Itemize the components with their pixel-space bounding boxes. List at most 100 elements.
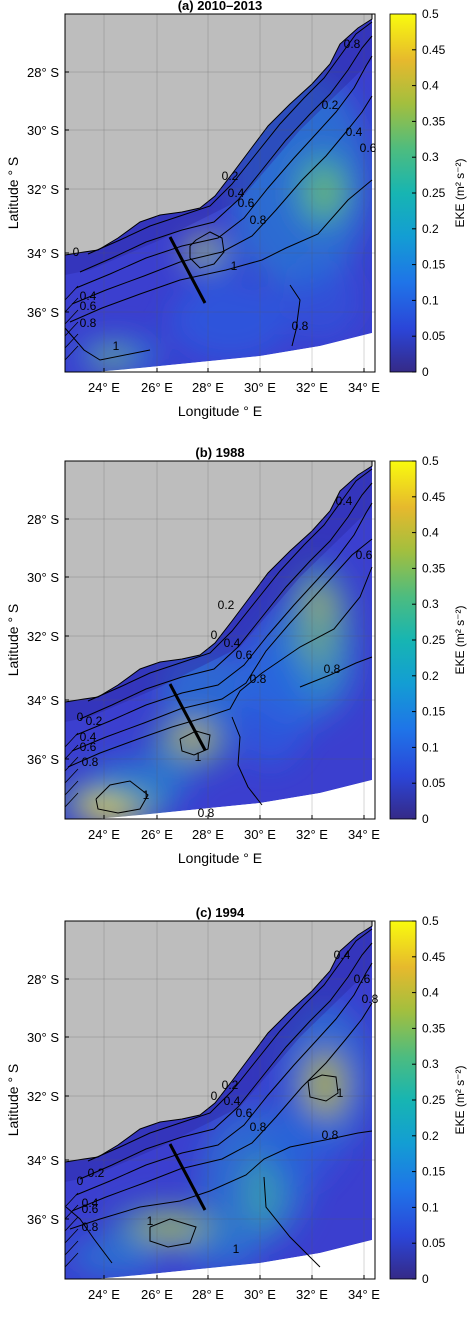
contour-label: 0.8 xyxy=(82,1220,99,1234)
y-axis-label: Latitude ° S xyxy=(5,1064,21,1137)
eke-blob xyxy=(310,170,340,214)
colorbar-tick-label: 0.45 xyxy=(422,490,446,504)
contour-line xyxy=(69,179,373,323)
contour-line xyxy=(87,468,373,702)
contour-label: 0.6 xyxy=(80,299,97,313)
colorbar-tick-label: 0.1 xyxy=(422,1200,439,1214)
contour-line xyxy=(75,55,373,289)
transect-line xyxy=(168,1143,207,1211)
panel-title: (b) 1988 xyxy=(195,447,244,460)
lat-tick-label: 34° S xyxy=(27,246,59,261)
boundary-hatch xyxy=(64,1252,79,1268)
contour-line xyxy=(79,482,373,720)
boundary-hatch xyxy=(64,333,79,349)
contour-label: 0.8 xyxy=(250,1120,267,1134)
boundary-hatch xyxy=(64,780,79,796)
boundary-hatch xyxy=(64,1216,79,1232)
colorbar-tick-label: 0 xyxy=(422,365,429,379)
contour-label: 0.4 xyxy=(80,730,97,744)
contour-label: 0.4 xyxy=(228,186,245,200)
colorbar-tick-label: 0.35 xyxy=(422,561,446,575)
colorbar-tick-label: 0.25 xyxy=(422,186,446,200)
contour-label: 0.8 xyxy=(344,37,361,51)
contour-line xyxy=(64,327,151,361)
panel-title: (c) 1994 xyxy=(196,907,245,920)
map-svg: (a) 2010–20130.20.40.60.80.80.60.40.200.… xyxy=(5,0,467,419)
lat-tick-label: 36° S xyxy=(27,752,59,767)
contour-line xyxy=(69,1130,373,1230)
lon-tick-label: 32° E xyxy=(296,827,328,842)
boundary-hatch xyxy=(64,309,79,325)
x-axis-label: Longitude ° E xyxy=(178,403,262,419)
contour-label: 0.4 xyxy=(336,494,353,508)
contour-label: 0.6 xyxy=(356,548,373,562)
colorbar-tick-label: 0.1 xyxy=(422,740,439,754)
contour-lines xyxy=(64,21,373,361)
colorbar-label: EKE (m² s⁻²) xyxy=(453,1066,467,1135)
contour-line xyxy=(79,942,373,1180)
colorbar-tick-label: 0.15 xyxy=(422,705,446,719)
contour-line xyxy=(75,502,373,736)
colorbar-tick-label: 0.35 xyxy=(422,1021,446,1035)
boundary-hatch xyxy=(64,792,79,808)
contour-label: 0.8 xyxy=(250,213,267,227)
eke-blob xyxy=(70,1237,160,1277)
contour-labels: 0.40.60.200.40.60.80.200.40.60.8 110.80.8 xyxy=(77,494,373,820)
contour-label: 0.4 xyxy=(334,948,351,962)
contour-label: 0.2 xyxy=(88,1166,105,1180)
contour-label: 0.2 xyxy=(222,169,239,183)
contour-label: 0.4 xyxy=(346,125,363,139)
lat-tick-label: 30° S xyxy=(27,123,59,138)
contour-label: 0.6 xyxy=(80,740,97,754)
boundary-hatch xyxy=(64,1192,79,1208)
contour-line xyxy=(71,1002,373,1212)
contour-label: 0 xyxy=(77,710,84,724)
contour-lines xyxy=(65,928,373,1268)
lon-tick-label: 28° E xyxy=(192,1287,224,1302)
contour-label: 1 xyxy=(231,259,238,273)
lat-tick-label: 28° S xyxy=(27,972,59,987)
contour-label: 0.4 xyxy=(224,636,241,650)
colorbar-tick-label: 0.45 xyxy=(422,43,446,57)
contour-line xyxy=(307,1074,339,1102)
boundary-hatch xyxy=(64,285,79,301)
lon-tick-label: 28° E xyxy=(192,380,224,395)
eke-anomalies xyxy=(70,1002,370,1277)
lon-tick-label: 24° E xyxy=(88,380,120,395)
contour-line xyxy=(95,780,149,814)
x-axis-label: Longitude ° E xyxy=(178,850,262,866)
eke-blob xyxy=(90,757,190,807)
lat-tick-label: 30° S xyxy=(27,1030,59,1045)
contour-label: 0.8 xyxy=(324,662,341,676)
lon-tick-label: 30° E xyxy=(244,827,276,842)
colorbar-tick-label: 0.15 xyxy=(422,258,446,272)
land-mask xyxy=(64,13,373,256)
lon-tick-label: 28° E xyxy=(192,827,224,842)
colorbar xyxy=(389,13,417,373)
boundary-hatch xyxy=(64,768,79,784)
contour-label: 0.6 xyxy=(82,1202,99,1216)
eke-blob xyxy=(280,260,360,340)
lon-tick-label: 26° E xyxy=(141,827,173,842)
lon-tick-label: 24° E xyxy=(88,827,120,842)
colorbar-tick-label: 0.4 xyxy=(422,526,439,540)
map-panel-a: (a) 2010–2013 0.2 0.4 0.6 0.8 0.8 0.6 0.4 0.2 0 0.… xyxy=(0,0,474,420)
lat-tick-label: 28° S xyxy=(27,65,59,80)
contour-label: 1 xyxy=(195,750,202,764)
colorbar-tick-label: 0 xyxy=(422,1272,429,1286)
y-axis-label: Latitude ° S xyxy=(5,157,21,230)
lat-tick-label: 36° S xyxy=(27,305,59,320)
land-mask xyxy=(64,460,373,703)
lat-tick-label: 30° S xyxy=(27,570,59,585)
contour-label: 1 xyxy=(337,1086,344,1100)
contour-line xyxy=(65,1206,113,1264)
contour-line xyxy=(71,538,373,752)
lat-tick-label: 36° S xyxy=(27,1212,59,1227)
contour-line xyxy=(289,284,301,347)
axes-box xyxy=(64,460,376,820)
colorbar-tick-label: 0.2 xyxy=(422,1129,439,1143)
contour-lines xyxy=(67,468,373,814)
colorbar-tick-label: 0.3 xyxy=(422,150,439,164)
contour-line xyxy=(263,1176,321,1268)
